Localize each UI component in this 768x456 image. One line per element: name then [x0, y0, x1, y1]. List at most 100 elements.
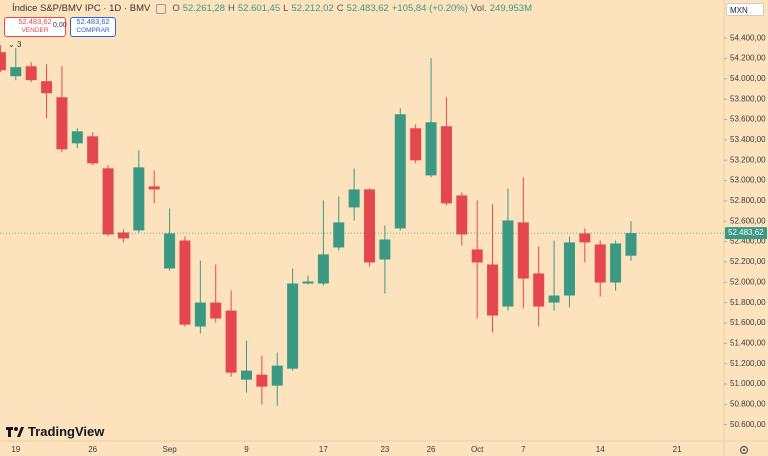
x-tick-label: 9 — [244, 445, 249, 454]
indicators-toggle[interactable]: ⌄ 3 — [8, 40, 22, 49]
x-tick-label: 26 — [427, 445, 436, 454]
candle-body — [225, 310, 237, 373]
y-tick-label: 51.000,00 — [730, 379, 766, 388]
buy-price: 52.483,62 — [76, 17, 110, 26]
y-tick-label: 51.400,00 — [730, 338, 766, 347]
c-value: 52.483,62 — [346, 3, 389, 14]
y-tick-label: 51.800,00 — [730, 298, 766, 307]
candle-body — [394, 114, 406, 229]
candle-body — [548, 295, 560, 303]
icon[interactable] — [156, 3, 167, 14]
buy-button[interactable]: 52.483,62 COMPRAR — [70, 17, 116, 37]
l-value: 52.212,02 — [291, 3, 334, 14]
candle-body — [148, 186, 160, 190]
candle-body — [425, 122, 437, 176]
candle-body — [271, 365, 283, 386]
x-tick-label: Sep — [162, 445, 177, 454]
candle-body — [117, 232, 129, 239]
h-value: 52.601,45 — [237, 3, 281, 14]
y-tick-label: 54.400,00 — [730, 33, 766, 42]
candle-body — [133, 167, 145, 231]
o-key: O — [172, 3, 180, 14]
settings-icon[interactable] — [739, 445, 749, 455]
y-tick-label: 54.000,00 — [730, 74, 766, 83]
last-price-tag — [725, 227, 767, 240]
y-tick-label: 53.800,00 — [730, 94, 766, 103]
y-tick-label: 52.800,00 — [730, 196, 766, 205]
candle-body — [410, 128, 422, 161]
vol-key: Vol. — [470, 3, 487, 14]
y-tick-label: 52.400,00 — [730, 237, 766, 246]
vol-value: 249,953M — [489, 3, 533, 14]
candle-body — [194, 302, 206, 327]
candle-body — [41, 81, 53, 94]
candle-body — [517, 222, 529, 279]
candle-body — [533, 273, 545, 307]
spread: 0,00 — [53, 22, 67, 29]
y-tick-label: 53.400,00 — [730, 135, 766, 144]
y-tick-label: 51.200,00 — [730, 359, 766, 368]
candle-body — [256, 374, 268, 387]
candle-body — [56, 97, 68, 150]
x-tick-label: 21 — [673, 445, 682, 454]
sell-price: 52.483,62 — [18, 17, 52, 26]
candle-body — [240, 370, 252, 380]
currency[interactable]: MXN — [726, 3, 764, 16]
candle-body — [0, 52, 6, 71]
y-tick-label: 54.200,00 — [730, 54, 766, 63]
y-tick-label: 52.600,00 — [730, 216, 766, 225]
legend: Índice S&P/BMV IPC · 1D · BMV O 52.261,28… — [12, 3, 532, 14]
candle-body — [579, 233, 591, 243]
y-tick-label: 53.000,00 — [730, 176, 766, 185]
candle-body — [364, 189, 376, 263]
y-tick-label: 52.000,00 — [730, 277, 766, 286]
change: +105,84 (+0.20%) — [391, 3, 468, 14]
candle-body — [456, 195, 468, 235]
y-tick-label: 50.800,00 — [730, 399, 766, 408]
o-value: 52.261,28 — [182, 3, 225, 14]
sell-button[interactable]: 52.483,62 VENDER — [4, 17, 66, 37]
candle-body — [25, 66, 37, 81]
candle-body — [102, 168, 114, 235]
y-tick-label: 53.600,00 — [730, 115, 766, 124]
candle-body — [348, 189, 360, 208]
y-tick-label: 50.600,00 — [730, 420, 766, 429]
candle-body — [440, 126, 452, 204]
last-price-label: 52.483,62 — [728, 228, 764, 237]
logo-mark — [6, 426, 24, 437]
x-tick-label: 26 — [88, 445, 97, 454]
x-tick-label: 17 — [319, 445, 328, 454]
candle-body — [333, 222, 345, 248]
y-tick-label: 52.200,00 — [730, 257, 766, 266]
brand-logo: TradingView — [6, 424, 104, 439]
y-tick-label: 53.200,00 — [730, 155, 766, 164]
indicators-count: 3 — [16, 40, 22, 49]
x-tick-label: Oct — [471, 445, 484, 454]
candle-body — [502, 220, 514, 307]
x-tick-label: 7 — [521, 445, 526, 454]
x-tick-label: 23 — [380, 445, 389, 454]
candle-body — [210, 302, 222, 319]
sell-label: VENDER — [21, 26, 49, 34]
h-key: H — [227, 3, 235, 14]
c-key: C — [336, 3, 344, 14]
y-tick-label: 51.600,00 — [730, 318, 766, 327]
candle-body — [87, 136, 99, 164]
candle-body — [179, 240, 191, 325]
candle-body — [487, 264, 499, 316]
candle-body — [594, 244, 606, 283]
symbol-title: Índice S&P/BMV IPC · 1D · BMV — [12, 3, 151, 14]
candle-body — [302, 281, 314, 284]
candle-body — [317, 254, 329, 284]
candle-body — [287, 283, 299, 369]
grid: 50.600,00 50.800,00 51.000,00 51.200,00 51.4… — [724, 33, 766, 429]
candle-body — [164, 233, 176, 269]
brand: TradingView — [28, 424, 105, 439]
candle-body — [625, 233, 637, 256]
candle-body — [71, 131, 83, 144]
x-tick-label: 14 — [596, 445, 605, 454]
x-tick-label: 19 — [11, 445, 20, 454]
candle-body — [563, 242, 575, 296]
